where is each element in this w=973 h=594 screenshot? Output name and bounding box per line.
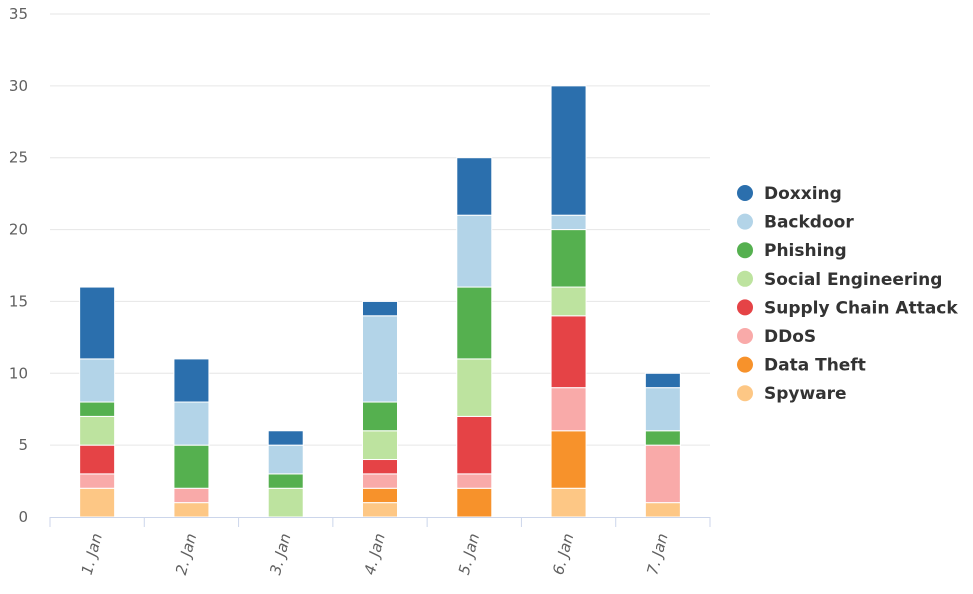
legend-label: Phishing: [764, 241, 847, 261]
legend-item[interactable]: Data Theft: [737, 356, 866, 376]
bar-segment[interactable]: [267, 444, 304, 475]
x-tick-label: 7. Jan: [643, 531, 671, 576]
legend-item[interactable]: Doxxing: [737, 184, 842, 204]
bar-segment[interactable]: [644, 387, 681, 432]
bar-stack: [550, 85, 587, 518]
y-tick-label: 10: [9, 364, 28, 382]
bar-segment[interactable]: [550, 85, 587, 216]
bar-stack: [79, 286, 116, 518]
x-axis-ticks: 1. Jan 2. Jan 3. Jan 4. Jan 5. Jan 6. Jan 7. J…: [78, 531, 672, 576]
bar-stack: [173, 358, 210, 518]
legend-marker: [737, 242, 753, 259]
bar-stack: [362, 300, 398, 518]
bar-segment[interactable]: [79, 415, 116, 446]
legend-item[interactable]: Spyware: [737, 384, 847, 404]
legend-label: DDoS: [764, 327, 816, 347]
bar-stack: [267, 430, 304, 518]
legend-item[interactable]: Phishing: [737, 241, 847, 261]
bar-segment[interactable]: [550, 487, 587, 518]
legend-label: Data Theft: [764, 356, 866, 376]
legend-item[interactable]: Backdoor: [737, 213, 854, 233]
y-axis-ticks: 0 5 10 15 20 25 30 35: [9, 5, 28, 526]
bar-segment[interactable]: [550, 229, 587, 288]
bar-segment[interactable]: [79, 401, 116, 417]
legend-marker: [737, 213, 753, 230]
bars-layer: [79, 85, 681, 518]
legend-label: Supply Chain Attack: [764, 298, 958, 318]
x-tick-label: 2. Jan: [172, 531, 200, 576]
legend-marker: [737, 185, 753, 201]
legend-label: Backdoor: [764, 213, 854, 233]
bar-segment[interactable]: [362, 401, 398, 432]
bar-segment[interactable]: [267, 473, 304, 489]
bar-segment[interactable]: [267, 487, 304, 518]
bar-segment[interactable]: [456, 286, 493, 360]
y-tick-label: 35: [9, 5, 28, 23]
bar-segment[interactable]: [456, 473, 493, 489]
legend-label: Doxxing: [764, 184, 842, 204]
bar-segment[interactable]: [173, 358, 210, 403]
bar-segment[interactable]: [456, 415, 493, 475]
bar-segment[interactable]: [550, 286, 587, 317]
bar-segment[interactable]: [79, 286, 116, 360]
y-tick-label: 30: [9, 77, 28, 95]
x-axis: [49, 517, 711, 527]
y-tick-label: 25: [9, 149, 28, 167]
bar-segment[interactable]: [644, 430, 681, 446]
bar-segment[interactable]: [362, 315, 398, 403]
bar-segment[interactable]: [362, 502, 398, 518]
y-tick-label: 5: [18, 436, 28, 454]
legend-marker: [737, 270, 753, 287]
bar-stack: [644, 372, 681, 518]
bar-segment[interactable]: [79, 487, 116, 518]
legend-marker: [737, 385, 753, 402]
x-tick-label: 5. Jan: [455, 531, 483, 576]
x-tick-label: 3. Jan: [266, 531, 294, 576]
bar-segment[interactable]: [362, 487, 398, 504]
bar-segment[interactable]: [362, 459, 398, 475]
x-tick-label: 4. Jan: [361, 531, 389, 576]
bar-segment[interactable]: [173, 444, 210, 489]
x-tick-label: 1. Jan: [78, 531, 106, 576]
bar-segment[interactable]: [79, 444, 116, 475]
y-tick-label: 20: [9, 221, 28, 239]
bar-segment[interactable]: [456, 157, 493, 216]
bar-segment[interactable]: [79, 358, 116, 403]
bar-segment[interactable]: [362, 300, 398, 317]
bar-segment[interactable]: [644, 502, 681, 518]
bar-segment[interactable]: [456, 214, 493, 288]
bar-segment[interactable]: [79, 473, 116, 489]
bar-segment[interactable]: [173, 487, 210, 504]
bar-segment[interactable]: [644, 372, 681, 389]
bar-stack: [456, 157, 493, 518]
legend-item[interactable]: DDoS: [737, 327, 816, 347]
bar-segment[interactable]: [456, 487, 493, 518]
x-tick-label: 6. Jan: [549, 531, 577, 576]
legend-label: Spyware: [764, 384, 847, 404]
bar-segment[interactable]: [550, 387, 587, 432]
legend: Doxxing Backdoor Phishing Social Engineerin…: [737, 184, 958, 404]
legend-item[interactable]: Supply Chain Attack: [737, 298, 958, 318]
bar-segment[interactable]: [644, 444, 681, 504]
bar-segment[interactable]: [362, 473, 398, 489]
legend-marker: [737, 356, 753, 373]
legend-label: Social Engineering: [764, 270, 942, 290]
bar-segment[interactable]: [550, 315, 587, 389]
legend-marker: [737, 299, 753, 316]
bar-segment[interactable]: [550, 430, 587, 489]
bar-segment[interactable]: [550, 214, 587, 231]
bar-segment[interactable]: [173, 401, 210, 446]
bar-segment[interactable]: [456, 358, 493, 417]
y-tick-label: 0: [18, 508, 28, 526]
y-tick-label: 15: [9, 292, 28, 310]
bar-segment[interactable]: [173, 502, 210, 518]
legend-item[interactable]: Social Engineering: [737, 270, 942, 290]
bar-segment[interactable]: [362, 430, 398, 461]
bar-segment[interactable]: [267, 430, 304, 446]
legend-marker: [737, 328, 753, 344]
